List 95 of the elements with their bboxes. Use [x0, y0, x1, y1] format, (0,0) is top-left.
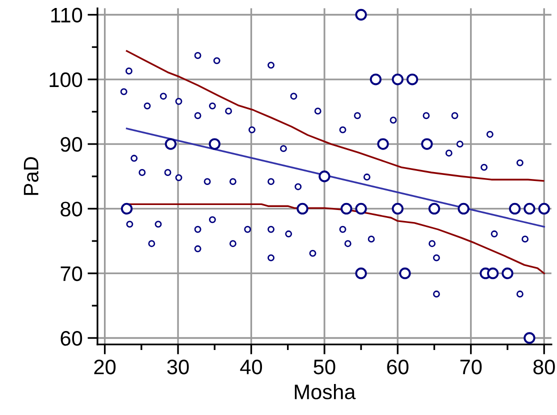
y-tick-label: 100 [50, 72, 82, 88]
point [164, 138, 177, 150]
point [363, 174, 370, 180]
point [354, 112, 361, 120]
point [428, 202, 440, 215]
point [370, 74, 382, 86]
point [208, 102, 216, 110]
point [486, 130, 494, 138]
y-tick-label: 90 [60, 137, 82, 152]
point [229, 240, 236, 248]
point [458, 202, 470, 215]
line-series [126, 50, 544, 182]
point [490, 230, 498, 238]
point [164, 169, 172, 176]
point [208, 216, 216, 224]
point [268, 254, 274, 262]
point [433, 290, 440, 298]
point [522, 236, 529, 243]
x-tick-label: 40 [240, 360, 262, 374]
y-tick-label: 70 [60, 266, 82, 282]
point [225, 108, 232, 115]
point [339, 126, 346, 134]
point [524, 332, 536, 344]
point [318, 170, 330, 182]
point [392, 202, 404, 215]
point [344, 240, 352, 248]
point [268, 178, 274, 186]
point [144, 102, 151, 110]
point [138, 169, 146, 176]
point [268, 226, 274, 233]
point [339, 226, 346, 233]
point [285, 230, 292, 238]
point [377, 138, 389, 150]
y-tick-label: 110 [51, 8, 82, 23]
point [204, 178, 211, 186]
x-tick-label: 20 [94, 360, 116, 374]
point [445, 150, 452, 157]
point [451, 112, 458, 120]
y-tick-label: 80 [60, 202, 82, 216]
point [244, 226, 252, 233]
point [502, 268, 514, 280]
point [194, 52, 202, 59]
point [314, 108, 322, 115]
point [309, 250, 316, 257]
point [294, 183, 302, 190]
point [194, 226, 202, 233]
point [175, 98, 182, 105]
point [268, 62, 274, 69]
point [130, 154, 138, 162]
point [175, 174, 182, 182]
y-tick-label: 60 [60, 330, 82, 346]
point [516, 290, 524, 298]
point [428, 240, 436, 248]
point [355, 268, 367, 280]
point [194, 245, 202, 252]
point [213, 57, 220, 64]
point [208, 138, 220, 150]
point [148, 240, 156, 248]
point [194, 112, 202, 120]
point [516, 159, 524, 166]
point [421, 138, 433, 150]
point [340, 202, 352, 215]
point [480, 164, 488, 171]
point [433, 254, 440, 262]
point [368, 236, 375, 243]
point [120, 202, 133, 215]
point [524, 202, 536, 215]
point [296, 202, 308, 215]
point [126, 220, 134, 228]
point [125, 68, 132, 74]
point [390, 116, 397, 124]
y-axis-title: PaD [24, 157, 38, 195]
point [160, 92, 167, 100]
point [290, 92, 298, 100]
point [154, 220, 162, 228]
point [406, 74, 418, 86]
point [538, 202, 550, 215]
point [280, 145, 287, 152]
x-tick-label: 60 [387, 360, 408, 374]
point [120, 88, 128, 96]
point [229, 178, 236, 186]
x-tick-label: 70 [460, 360, 482, 374]
point [355, 8, 367, 21]
point [487, 268, 499, 280]
point [508, 202, 521, 215]
x-tick-label: 80 [533, 360, 555, 374]
x-tick-label: 30 [167, 360, 189, 374]
point [248, 126, 256, 134]
point [456, 140, 464, 148]
x-tick-label: 50 [314, 360, 336, 374]
point [355, 202, 367, 215]
point [392, 74, 404, 86]
point [422, 112, 430, 120]
point [399, 268, 411, 280]
x-axis-title: Mosha [294, 384, 356, 400]
